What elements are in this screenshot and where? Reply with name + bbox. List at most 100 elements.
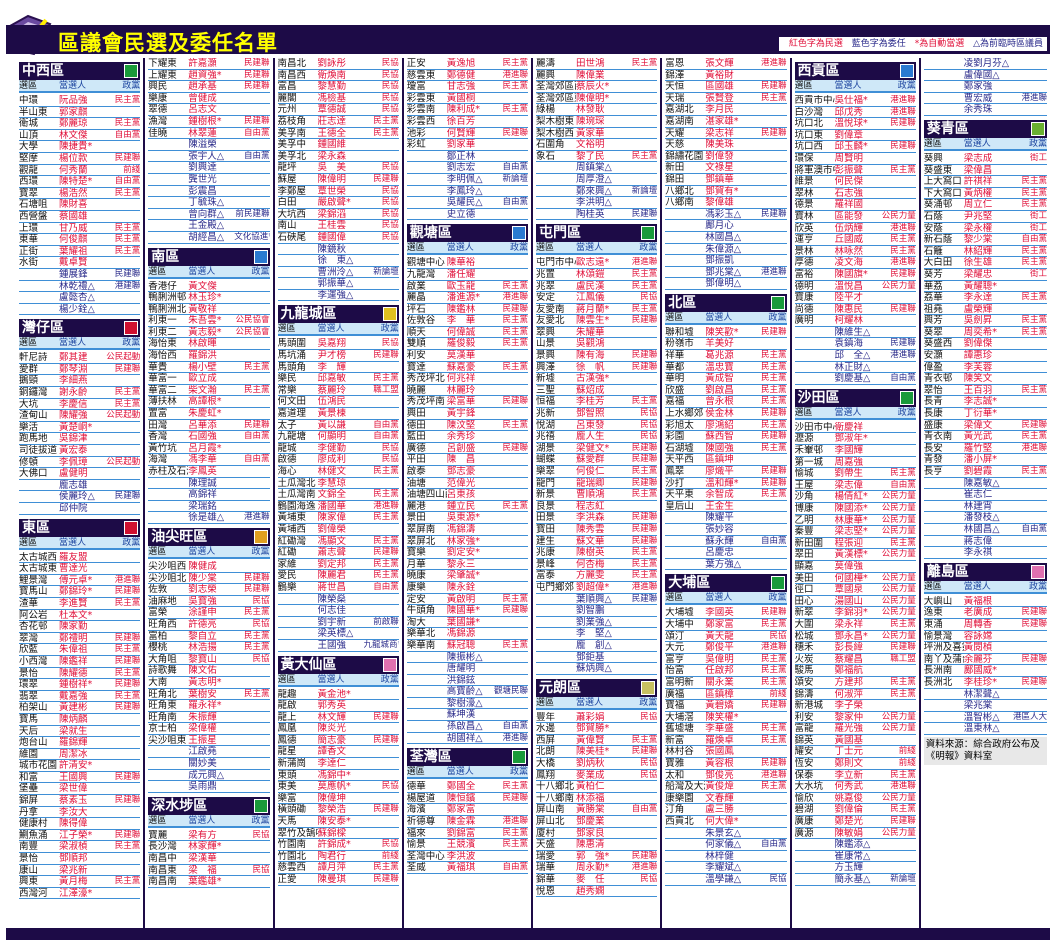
- member-row: 大坑西 梁錦滔 民協: [277, 209, 399, 221]
- area-name: [407, 721, 447, 732]
- member-name: 許祺祥: [963, 176, 993, 187]
- party-name: [364, 758, 399, 769]
- party-name: [105, 304, 140, 315]
- party-name: 民建聯: [114, 491, 141, 502]
- member-row: 怡富 任啟邦 民主黨: [665, 665, 787, 677]
- label-area: 選區: [19, 81, 38, 91]
- area-name: 安灝: [923, 350, 943, 361]
- member-name: 蔡國雄: [59, 210, 88, 222]
- member-row: 徐是雄△ 港進聯: [148, 512, 270, 524]
- district-header: 中西區: [19, 62, 141, 80]
- member-row: 鄒正林: [406, 151, 528, 163]
- party-name: 民建聯: [631, 746, 658, 757]
- member-name: 鄧鎮華: [705, 173, 734, 185]
- party-name: 港進聯: [631, 257, 658, 268]
- member-name: 鍾立民: [446, 500, 476, 512]
- member-name: 容詠嫦: [963, 630, 993, 642]
- member-name: 蘇永輝: [705, 535, 734, 547]
- member-name: 老廣成: [963, 607, 993, 618]
- member-row: 何文田 伍鴻民: [277, 396, 399, 409]
- party-name: [751, 338, 786, 349]
- column-labels: 選區 當選人 政黨: [923, 580, 1047, 594]
- member-name: 伍鴻民: [317, 396, 347, 408]
- member-name: 朱慶虹*: [188, 408, 222, 419]
- member-row: 景興 陳有海 民建聯: [536, 350, 658, 362]
- member-row: 富榮 涂謹申 民主黨: [148, 607, 270, 619]
- party-name: 公民力量: [881, 280, 916, 291]
- party-name: 街工: [1029, 222, 1047, 233]
- member-row: 中環 阮品強 民主黨: [19, 95, 141, 107]
- area-name: 大白田: [923, 257, 953, 268]
- party-name: 港進聯: [502, 292, 528, 303]
- member-row: 松城 鄧永昌* 公民力量: [794, 630, 916, 643]
- party-name: [751, 174, 786, 185]
- area-name: [536, 628, 576, 639]
- column-labels: 選區 當選人 政黨: [406, 766, 528, 780]
- member-row: 寶樂 劉定安*: [406, 547, 528, 559]
- member-row: 劉智鵬: [536, 605, 658, 617]
- member-name: 陳樹英: [576, 547, 605, 558]
- member-row: 屏山北 鄧慶業: [536, 816, 658, 828]
- area-name: 龍上: [277, 711, 297, 723]
- member-row: 鶴園海逸 潘國華 港進聯: [277, 501, 399, 513]
- party-name: [1010, 165, 1047, 176]
- party-name: [234, 104, 269, 115]
- area-name: 中環: [19, 95, 39, 106]
- member-name: 衛慶祥: [834, 421, 864, 433]
- party-name: 民主黨: [1021, 431, 1047, 442]
- member-name: 孫啟昌△: [446, 721, 483, 732]
- party-name: 民主黨: [502, 315, 528, 326]
- member-name: 陳曼琪: [317, 874, 347, 885]
- member-name: 陳惠清: [576, 839, 605, 850]
- member-row: 下大窩口 黃炳權 民主黨: [923, 188, 1047, 200]
- member-row: 鰂魚涌 江子榮* 民建聯: [19, 830, 141, 842]
- area-name: [19, 480, 59, 491]
- member-row: 兆新 鄧智照 民協: [536, 408, 658, 420]
- area-name: [665, 244, 705, 255]
- party-name: 公民力量: [881, 549, 916, 560]
- member-row: 關妙美: [148, 758, 270, 770]
- member-row: 南山 王桂雲 民協: [277, 220, 399, 232]
- label-member: 當選人: [705, 312, 733, 323]
- member-name: 王桂雲: [317, 220, 347, 231]
- member-name: 盧三勝: [705, 804, 734, 816]
- member-name: 徐是雄△: [188, 512, 225, 523]
- member-row: 康樂園 文春輝: [665, 792, 787, 805]
- member-row: 嘉福 曾永根 民主黨: [665, 396, 787, 409]
- member-row: 寶林 區能發 公民力量: [794, 211, 916, 223]
- member-row: 陳耀平: [665, 512, 787, 524]
- party-name: 民主黨: [890, 676, 916, 687]
- member-name: 麥業成: [576, 769, 605, 781]
- party-name: 公民力量: [881, 723, 916, 734]
- member-name: 葛兆源: [705, 350, 734, 361]
- member-row: 堅摩 楊位款 民建聯: [19, 153, 141, 165]
- party-name: 公民力量: [881, 630, 916, 641]
- area-name: [924, 81, 964, 92]
- party-name: 民協: [252, 653, 270, 664]
- member-name: 蕭志聲: [317, 547, 347, 558]
- party-name: 民協: [381, 454, 399, 465]
- label-party: 政黨: [509, 767, 528, 778]
- member-name: 溫忠寶: [705, 361, 734, 373]
- area-name: 寶樂: [406, 547, 426, 558]
- member-name: 曾向群△: [188, 208, 225, 220]
- area-name: 大埔墟: [665, 607, 694, 618]
- member-name: 梁淑楨: [59, 841, 88, 853]
- label-member: 當選人: [59, 338, 87, 349]
- member-row: 美孚南 王德全 民主黨: [277, 128, 399, 140]
- party-name: 民主黨: [631, 570, 658, 581]
- area-name: 屏山北: [536, 816, 565, 827]
- member-name: 葉順興△: [576, 593, 612, 605]
- member-name: 黃柏仁: [576, 781, 605, 792]
- party-name: [1010, 489, 1047, 500]
- area-name: 華荔: [923, 280, 943, 292]
- member-name: 林家輝*: [188, 841, 222, 853]
- area-name: 興芳: [923, 315, 943, 326]
- area-name: 薄扶林: [148, 396, 177, 408]
- member-name: 文春輝: [705, 792, 734, 804]
- party-name: 民主黨: [373, 466, 399, 476]
- party-name: [364, 290, 399, 301]
- party-name: [493, 408, 528, 419]
- column: 富恩 張文輝 港進聯 錦澤 黃裕財 天恒 區國雄 民建聯 天瑞 張賢登 民主黨 嘉湖北 李月民 嘉湖南 湛家…: [662, 58, 792, 928]
- area-name: 荃威: [406, 862, 426, 873]
